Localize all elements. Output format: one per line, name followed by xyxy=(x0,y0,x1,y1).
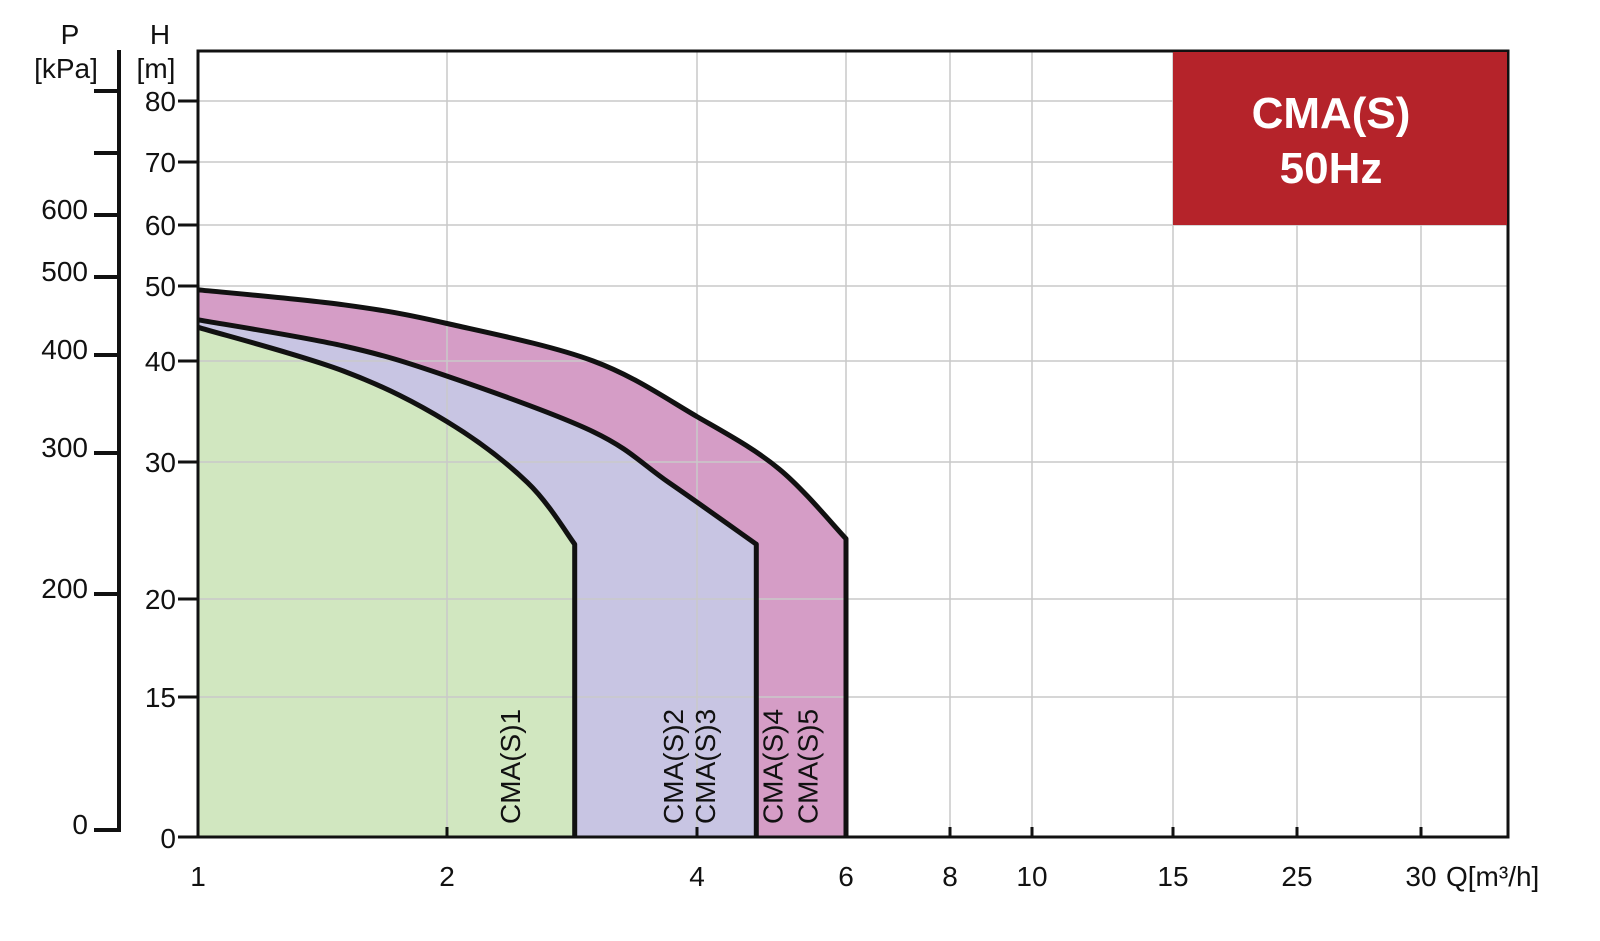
p-tick-label: 0 xyxy=(72,809,88,840)
x-tick-label: 8 xyxy=(942,861,958,892)
region-boundary-3 xyxy=(197,324,578,837)
series-label: CMA(S)3 xyxy=(690,709,721,824)
p-tick-label: 300 xyxy=(41,432,88,463)
performance-regions xyxy=(198,289,846,837)
h-tick-label: 40 xyxy=(145,346,176,377)
p-axis-title: P xyxy=(61,19,80,50)
series-label: CMA(S)4 xyxy=(758,709,789,824)
pressure-axis: P [kPa] 0 200 300 400 500 600 xyxy=(34,19,121,840)
h-tick-label: 50 xyxy=(145,271,176,302)
region-boundary-1 xyxy=(197,287,849,837)
flow-axis: Q[m³/h] 1 2 4 6 8 10 15 25 30 xyxy=(190,827,1539,892)
p-tick-label: 500 xyxy=(41,256,88,287)
h-tick-label: 0 xyxy=(160,823,176,854)
region-boundaries xyxy=(197,287,849,837)
h-tick-label: 20 xyxy=(145,584,176,615)
h-tick-label: 60 xyxy=(145,210,176,241)
plot-frame xyxy=(196,49,1510,839)
badge-title: CMA(S) xyxy=(1252,89,1411,138)
region-fill-3 xyxy=(198,327,575,837)
x-tick-label: 6 xyxy=(838,861,854,892)
x-tick-label: 25 xyxy=(1281,861,1312,892)
series-label: CMA(S)5 xyxy=(792,709,823,824)
p-tick-label: 600 xyxy=(41,194,88,225)
h-axis-unit: [m] xyxy=(137,53,176,84)
x-tick-label: 30 xyxy=(1405,861,1436,892)
p-tick-label: 200 xyxy=(41,573,88,604)
h-tick-label: 30 xyxy=(145,447,176,478)
badge: CMA(S) 50Hz xyxy=(1173,52,1507,225)
x-tick-label: 2 xyxy=(439,861,455,892)
p-axis-unit: [kPa] xyxy=(34,53,98,84)
h-tick-label: 80 xyxy=(145,86,176,117)
h-axis-title: H xyxy=(150,19,170,50)
h-tick-label: 15 xyxy=(145,682,176,713)
x-axis-unit: Q[m³/h] xyxy=(1446,861,1539,892)
badge-background xyxy=(1173,52,1507,225)
p-tick-label: 400 xyxy=(41,334,88,365)
h-tick-label: 70 xyxy=(145,147,176,178)
x-tick-label: 1 xyxy=(190,861,206,892)
region-boundary-2 xyxy=(197,317,759,837)
series-labels: CMA(S)1 CMA(S)2 CMA(S)3 CMA(S)4 CMA(S)5 xyxy=(495,709,823,824)
x-tick-label: 15 xyxy=(1157,861,1188,892)
badge-frequency: 50Hz xyxy=(1280,144,1383,193)
x-tick-label: 4 xyxy=(689,861,705,892)
head-axis: H [m] 0 15 20 30 40 50 60 70 80 xyxy=(137,19,198,854)
x-tick-label: 10 xyxy=(1016,861,1047,892)
series-label: CMA(S)2 xyxy=(658,709,689,824)
series-label: CMA(S)1 xyxy=(495,709,526,824)
